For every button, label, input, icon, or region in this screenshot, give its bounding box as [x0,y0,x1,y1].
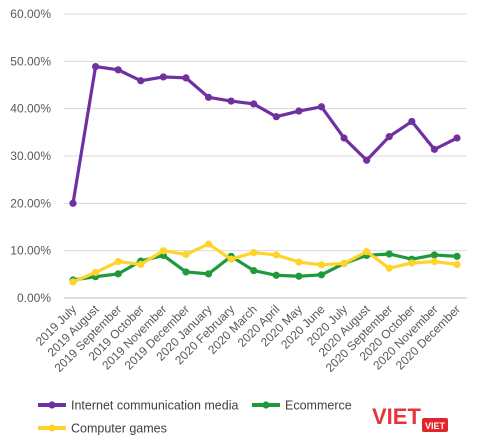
data-point-ecommerce [317,271,326,279]
data-point-computer-games [363,248,371,256]
data-point-computer-games [182,250,190,259]
data-point-computer-games [204,240,213,248]
data-point-ecommerce [272,271,280,279]
legend-marker-computer-games [48,424,56,432]
data-point-computer-games [114,257,122,266]
data-point-internet-communication-media [204,93,213,101]
data-point-internet-communication-media [182,74,190,82]
data-point-ecommerce [182,268,190,276]
vietnamnet-watermark-logo: VIET VIET [372,404,448,432]
series-internet-communication-media [69,62,461,207]
data-point-internet-communication-media [385,132,393,141]
data-point-computer-games [430,257,439,266]
legend-marker-internet-communication-media [48,401,56,409]
series-lines [69,62,461,286]
data-point-internet-communication-media [91,62,100,71]
data-point-internet-communication-media [159,73,167,81]
legend-item-computer-games: Computer games [38,422,167,436]
y-tick-label: 10.00% [10,244,51,258]
watermark-main-text: VIET [372,404,421,429]
series-ecommerce [69,250,461,284]
data-point-ecommerce [385,250,393,258]
watermark-badge [422,418,448,432]
y-axis-tick-labels: 0.00% 10.00% 20.00% 30.00% 40.00% 50.00% 60.00… [10,7,51,305]
data-point-internet-communication-media [317,103,326,111]
y-tick-label: 40.00% [10,102,51,116]
data-point-computer-games [137,260,145,268]
legend-label-computer-games: Computer games [71,422,167,436]
data-point-ecommerce [250,266,258,275]
y-tick-label: 60.00% [10,7,51,21]
data-point-internet-communication-media [430,145,439,153]
y-tick-label: 30.00% [10,149,51,163]
data-point-internet-communication-media [227,97,235,105]
data-point-computer-games [159,247,167,255]
y-tick-label: 20.00% [10,196,51,210]
data-point-internet-communication-media [114,66,122,74]
data-point-internet-communication-media [408,117,416,126]
gridlines [64,13,467,299]
data-point-internet-communication-media [272,113,280,121]
data-point-computer-games [69,278,77,286]
data-point-computer-games [227,255,235,263]
data-point-computer-games [295,258,303,266]
data-point-internet-communication-media [363,156,371,164]
series-computer-games [69,240,461,286]
legend-label-internet-communication-media: Internet communication media [71,399,238,413]
data-point-computer-games [272,251,280,259]
data-point-ecommerce [114,270,122,278]
series-line-internet-communication-media [71,64,459,205]
data-point-internet-communication-media [295,107,303,115]
data-point-computer-games [340,259,348,268]
legend-item-internet-communication-media: Internet communication media [38,399,238,413]
data-point-computer-games [408,259,416,267]
data-point-internet-communication-media [69,199,77,207]
data-point-ecommerce [453,252,461,260]
series-line-computer-games [71,242,459,284]
data-point-ecommerce [295,272,303,280]
legend-marker-ecommerce [262,401,270,409]
data-point-internet-communication-media [250,100,258,108]
data-point-internet-communication-media [453,134,461,142]
watermark-small-text: VIET [425,421,446,431]
legend-label-ecommerce: Ecommerce [285,399,352,413]
legend: Internet communication media Ecommerce C… [38,399,352,436]
data-point-computer-games [250,248,258,257]
data-point-computer-games [91,268,100,277]
data-point-internet-communication-media [137,77,145,85]
data-point-ecommerce [204,270,213,278]
y-tick-label: 0.00% [17,291,51,305]
legend-item-ecommerce: Ecommerce [252,399,352,413]
data-point-computer-games [385,264,393,272]
data-point-ecommerce [430,251,439,259]
data-point-internet-communication-media [340,134,348,142]
y-tick-label: 50.00% [10,54,51,68]
data-point-computer-games [317,261,326,269]
data-point-computer-games [453,260,461,268]
